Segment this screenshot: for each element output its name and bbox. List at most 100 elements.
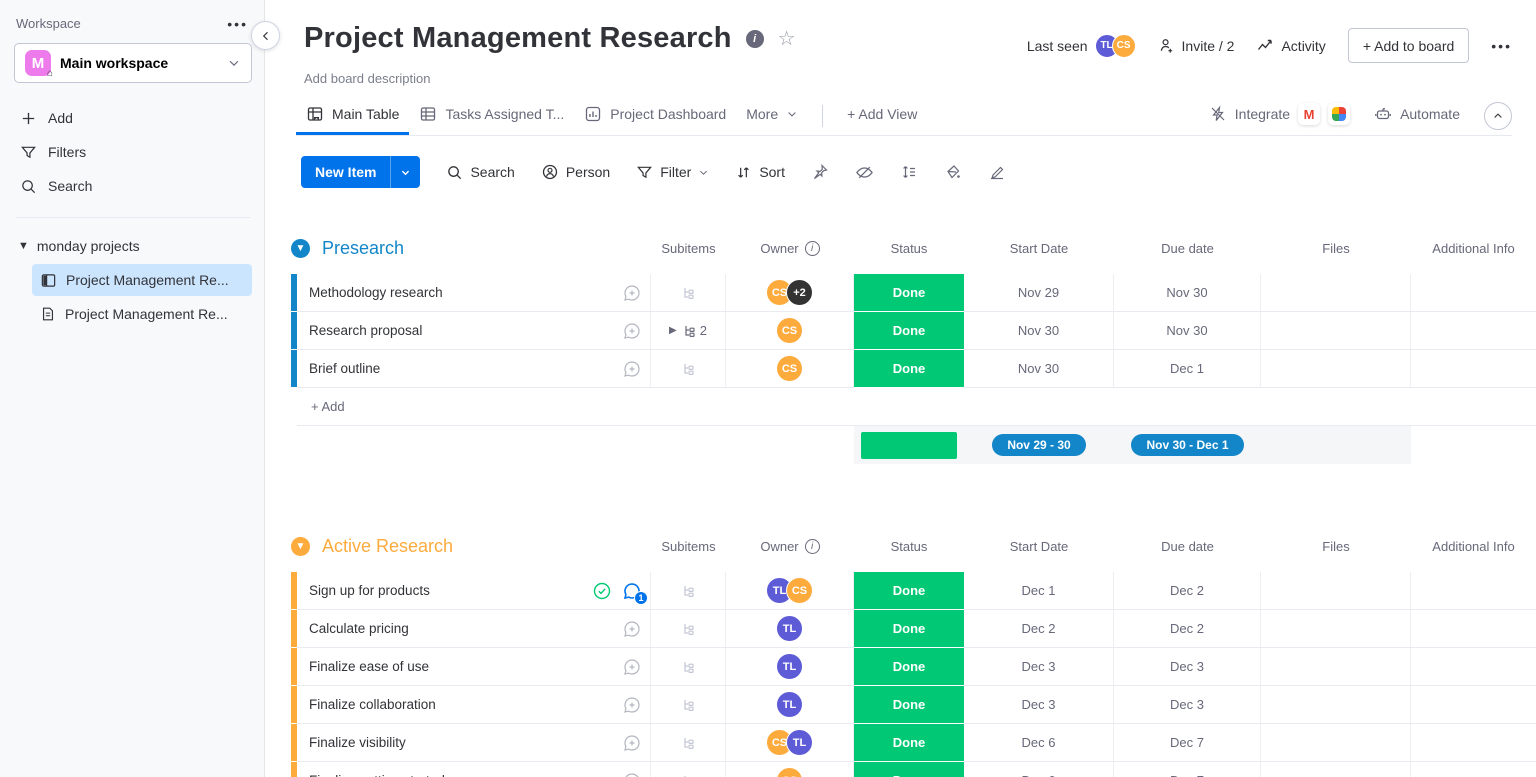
tab-tasks-assigned[interactable]: Tasks Assigned T... xyxy=(409,96,574,135)
additional-info-cell[interactable] xyxy=(1411,610,1536,648)
pin-icon[interactable] xyxy=(811,163,829,181)
group-collapse-icon[interactable]: ▼ xyxy=(291,536,310,556)
column-header-due-date[interactable]: Due date xyxy=(1161,240,1214,256)
additional-info-cell[interactable] xyxy=(1411,762,1536,777)
sidebar-board-item-active[interactable]: Project Management Re... xyxy=(32,264,252,296)
item-name-cell[interactable]: Calculate pricing xyxy=(297,610,651,648)
files-cell[interactable] xyxy=(1261,274,1411,312)
avatar[interactable]: CS xyxy=(776,355,803,382)
files-cell[interactable] xyxy=(1261,312,1411,350)
favorite-star-icon[interactable]: ☆ xyxy=(777,28,796,50)
expand-subitems-icon[interactable]: ▶ xyxy=(669,325,677,336)
status-cell[interactable]: Done xyxy=(854,648,964,686)
status-cell[interactable]: Done xyxy=(854,350,964,388)
status-cell[interactable]: Done xyxy=(854,610,964,648)
owner-cell[interactable]: CS xyxy=(726,312,854,350)
new-item-dropdown[interactable] xyxy=(390,156,421,188)
table-row[interactable]: Sign up for products 1 TL CS Done Dec 1 D… xyxy=(291,572,1536,610)
new-item-label[interactable]: New Item xyxy=(301,156,391,188)
add-conversation-icon[interactable] xyxy=(622,619,642,639)
column-header-subitems[interactable]: Subitems xyxy=(661,240,716,256)
sidebar-folder-monday-projects[interactable]: ▼ monday projects xyxy=(14,234,252,262)
column-header-subitems[interactable]: Subitems xyxy=(661,538,716,554)
start-date-cell[interactable]: Nov 29 xyxy=(964,274,1114,312)
edit-pen-icon[interactable] xyxy=(988,163,1006,181)
start-date-cell[interactable]: Dec 3 xyxy=(964,648,1114,686)
column-header-additional-info[interactable]: Additional Info xyxy=(1432,538,1515,554)
start-date-cell[interactable]: Dec 2 xyxy=(964,610,1114,648)
files-cell[interactable] xyxy=(1261,610,1411,648)
sidebar-item-add[interactable]: Add xyxy=(14,101,252,135)
files-cell[interactable] xyxy=(1261,648,1411,686)
files-cell[interactable] xyxy=(1261,686,1411,724)
status-cell[interactable]: Done xyxy=(854,686,964,724)
integrate-button[interactable]: Integrate M xyxy=(1209,103,1351,128)
item-name-cell[interactable]: Finalize getting started xyxy=(297,762,651,777)
table-row[interactable]: Methodology research CS +2 Done Nov 29 No… xyxy=(291,274,1536,312)
start-date-cell[interactable]: Dec 6 xyxy=(964,724,1114,762)
owner-overflow-badge[interactable]: +2 xyxy=(786,279,813,306)
item-height-icon[interactable] xyxy=(900,163,918,181)
owner-cell[interactable]: CS +2 xyxy=(726,274,854,312)
item-name-cell[interactable]: Research proposal xyxy=(297,312,651,350)
table-row[interactable]: Brief outline CS Done Nov 30 Dec 1 xyxy=(291,350,1536,388)
avatar[interactable]: TL xyxy=(776,691,803,718)
status-cell[interactable]: Done xyxy=(854,274,964,312)
status-summary-bar[interactable] xyxy=(861,431,957,459)
status-summary-cell[interactable] xyxy=(854,426,964,464)
subitems-cell[interactable] xyxy=(651,274,726,312)
conversation-unread-icon[interactable]: 1 xyxy=(622,581,648,605)
table-row[interactable]: Finalize collaboration TL Done Dec 3 Dec… xyxy=(291,686,1536,724)
subitems-cell[interactable] xyxy=(651,610,726,648)
group-collapse-icon[interactable]: ▼ xyxy=(291,238,310,258)
due-date-cell[interactable]: Nov 30 xyxy=(1114,274,1261,312)
status-cell[interactable]: Done xyxy=(854,724,964,762)
invite-button[interactable]: Invite / 2 xyxy=(1158,37,1234,54)
column-header-files[interactable]: Files xyxy=(1322,538,1350,554)
table-row[interactable]: Calculate pricing TL Done Dec 2 Dec 2 xyxy=(291,610,1536,648)
owner-cell[interactable]: CS xyxy=(726,350,854,388)
owner-cell[interactable]: CS TL xyxy=(726,724,854,762)
avatar[interactable]: CS xyxy=(1111,33,1136,58)
due-date-cell[interactable]: Dec 2 xyxy=(1114,572,1261,610)
add-conversation-icon[interactable] xyxy=(622,359,642,379)
column-header-additional-info[interactable]: Additional Info xyxy=(1432,240,1515,256)
column-header-files[interactable]: Files xyxy=(1322,240,1350,256)
subitems-cell[interactable] xyxy=(651,686,726,724)
add-view-button[interactable]: + Add View xyxy=(837,96,927,135)
owner-cell[interactable]: TL xyxy=(726,686,854,724)
files-cell[interactable] xyxy=(1261,572,1411,610)
avatar[interactable]: CS xyxy=(776,317,803,344)
owner-cell[interactable]: TL CS xyxy=(726,572,854,610)
avatar[interactable]: TL xyxy=(786,729,813,756)
board-description-placeholder[interactable]: Add board description xyxy=(304,71,431,86)
files-cell[interactable] xyxy=(1261,350,1411,388)
column-header-status[interactable]: Status xyxy=(890,538,928,554)
board-menu-dots[interactable]: ••• xyxy=(1491,37,1512,54)
add-conversation-icon[interactable] xyxy=(622,695,642,715)
page-title[interactable]: Project Management Research xyxy=(304,22,732,54)
avatar[interactable]: TL xyxy=(776,615,803,642)
sidebar-item-search[interactable]: Search xyxy=(14,169,252,203)
status-cell[interactable]: Done xyxy=(854,762,964,777)
date-range-pill[interactable]: Nov 30 - Dec 1 xyxy=(1131,434,1244,456)
column-header-owner[interactable]: Owner i xyxy=(726,240,854,256)
start-date-cell[interactable]: Dec 1 xyxy=(964,572,1114,610)
column-header-status[interactable]: Status xyxy=(890,240,928,256)
sidebar-collapse-button[interactable] xyxy=(251,21,280,50)
table-row[interactable]: Finalize ease of use TL Done Dec 3 Dec 3 xyxy=(291,648,1536,686)
status-cell[interactable]: Done xyxy=(854,312,964,350)
sort-tool[interactable]: Sort xyxy=(735,164,785,181)
info-icon[interactable]: i xyxy=(804,538,820,554)
tab-project-dashboard[interactable]: Project Dashboard xyxy=(574,96,736,135)
column-header-start-date[interactable]: Start Date xyxy=(1009,538,1069,554)
add-conversation-icon[interactable] xyxy=(622,733,642,753)
due-date-cell[interactable]: Dec 7 xyxy=(1114,724,1261,762)
add-conversation-icon[interactable] xyxy=(622,321,642,341)
start-date-cell[interactable]: Dec 3 xyxy=(964,686,1114,724)
additional-info-cell[interactable] xyxy=(1411,686,1536,724)
add-conversation-icon[interactable] xyxy=(622,657,642,677)
automate-button[interactable]: Automate xyxy=(1374,105,1460,126)
additional-info-cell[interactable] xyxy=(1411,648,1536,686)
due-date-cell[interactable]: Dec 2 xyxy=(1114,610,1261,648)
